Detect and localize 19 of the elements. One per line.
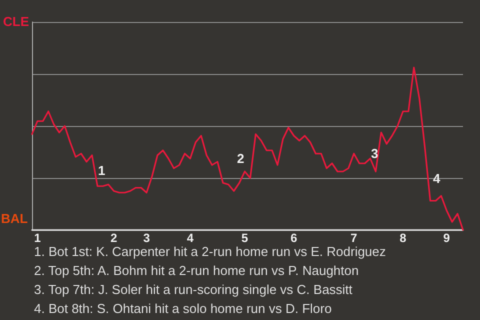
x-tick-label: 5 xyxy=(241,231,248,245)
text: 1. Bot 1st: K. Carpenter hit a 2-run home run vs E. Rodriguez xyxy=(34,244,386,259)
annotation: 1 xyxy=(98,163,106,178)
x-tick-label: 4 xyxy=(186,231,194,245)
text: 3. Top 7th: J. Soler hit a run-scoring single vs C. Bassitt xyxy=(34,282,353,297)
text: BAL xyxy=(1,211,28,226)
text: 2. Top 5th: A. Bohm hit a 2-run home run vs P. Naughton xyxy=(34,263,359,278)
x-tick-label: 9 xyxy=(443,231,450,245)
x-tick-label: 2 xyxy=(110,231,118,245)
x-tick-label: 8 xyxy=(400,231,407,245)
x-tick-label: 3 xyxy=(143,231,150,245)
annotation: 4 xyxy=(433,171,441,186)
text: 4. Bot 8th: S. Ohtani hit a solo home run vs D. Floro xyxy=(34,301,332,316)
annotation: 3 xyxy=(371,146,378,161)
annotation: 2 xyxy=(237,151,244,166)
text: CLE xyxy=(3,14,30,29)
x-tick-label: 6 xyxy=(290,231,298,245)
x-tick-label: 1 xyxy=(34,231,42,245)
x-tick-label: 7 xyxy=(350,231,358,245)
